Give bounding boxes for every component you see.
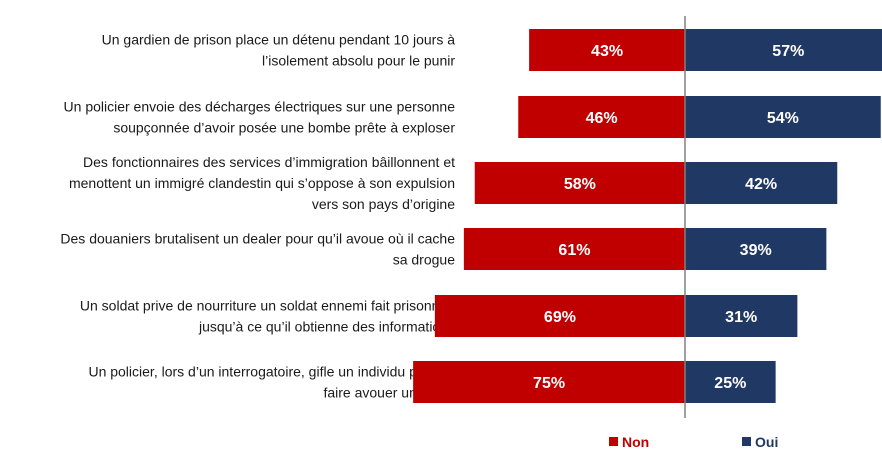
bar-non	[518, 96, 685, 138]
value-label-non: 75%	[533, 375, 565, 392]
value-label-oui: 25%	[714, 375, 746, 392]
category-label: Un soldat prive de nourriture un soldat …	[80, 298, 455, 335]
category-label: Un policier envoie des décharges électri…	[64, 99, 456, 136]
legend-label-non: Non	[622, 434, 649, 450]
value-label-non: 43%	[591, 43, 623, 60]
bar-oui	[685, 228, 827, 270]
value-label-oui: 54%	[767, 110, 799, 127]
bar-oui	[685, 162, 838, 204]
legend-swatch-oui	[742, 437, 751, 446]
category-label-line: soupçonnée d’avoir posée une bombe prête…	[113, 120, 455, 136]
category-label: Un gardien de prison place un détenu pen…	[102, 32, 456, 69]
category-label-line: vers son pays d’origine	[312, 196, 455, 212]
bar-oui	[685, 361, 776, 403]
category-label-line: Des douaniers brutalisent un dealer pour…	[60, 231, 455, 247]
legend: Non Oui	[609, 434, 778, 450]
bar-oui	[685, 96, 881, 138]
category-label-line: Un policier envoie des décharges électri…	[64, 99, 456, 115]
category-label-line: Des fonctionnaires des services d’immigr…	[83, 154, 455, 170]
category-label: Des fonctionnaires des services d’immigr…	[69, 154, 455, 212]
category-label: Des douaniers brutalisent un dealer pour…	[60, 231, 455, 268]
value-label-non: 58%	[564, 176, 596, 193]
category-label-line: jusqu’à ce qu’il obtienne des informatio…	[198, 319, 455, 335]
value-label-oui: 39%	[740, 242, 772, 259]
value-label-oui: 42%	[745, 176, 777, 193]
legend-swatch-non	[609, 437, 618, 446]
bar-non	[434, 295, 685, 337]
bar-non	[463, 228, 685, 270]
legend-label-oui: Oui	[755, 434, 778, 450]
bar-oui	[685, 29, 882, 71]
bars	[413, 29, 882, 403]
bar-non	[529, 29, 685, 71]
category-label-line: Un soldat prive de nourriture un soldat …	[80, 298, 455, 314]
category-label-line: l’isolement absolu pour le punir	[262, 53, 455, 69]
bar-non	[474, 162, 685, 204]
value-labels: 43% 57% 46% 54% 58% 42% 61% 39% 69% 31% 75% 25%	[533, 43, 804, 392]
value-label-oui: 31%	[725, 309, 757, 326]
bar-oui	[685, 295, 798, 337]
value-label-non: 61%	[558, 242, 590, 259]
value-label-non: 46%	[586, 110, 618, 127]
category-label-line: Un policier, lors d’un interrogatoire, g…	[88, 364, 455, 380]
category-label-line: menottent un immigré clandestin qui s’op…	[69, 175, 455, 191]
category-label-line: sa drogue	[393, 252, 455, 268]
value-label-oui: 57%	[772, 43, 804, 60]
bar-non	[413, 361, 685, 403]
value-label-non: 69%	[544, 309, 576, 326]
category-labels: Un gardien de prison place un détenu pen…	[60, 32, 455, 401]
category-label: Un policier, lors d’un interrogatoire, g…	[88, 364, 455, 401]
category-label-line: Un gardien de prison place un détenu pen…	[102, 32, 456, 48]
